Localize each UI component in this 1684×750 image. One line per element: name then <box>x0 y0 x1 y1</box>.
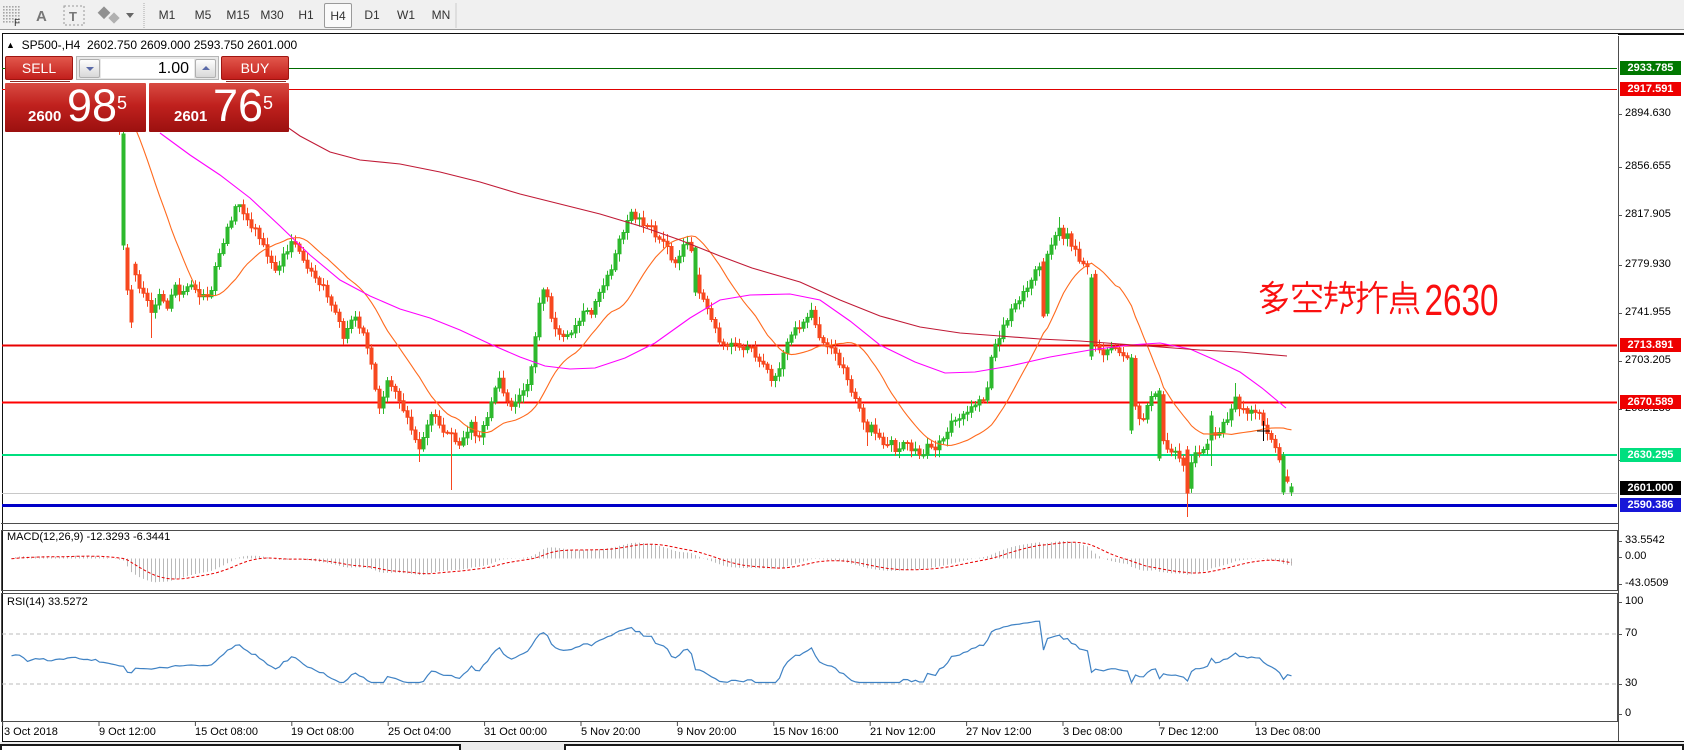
svg-text:2630: 2630 <box>1425 276 1499 325</box>
svg-text:F: F <box>14 18 20 29</box>
svg-text:T: T <box>69 9 77 24</box>
svg-text:A: A <box>36 8 47 25</box>
